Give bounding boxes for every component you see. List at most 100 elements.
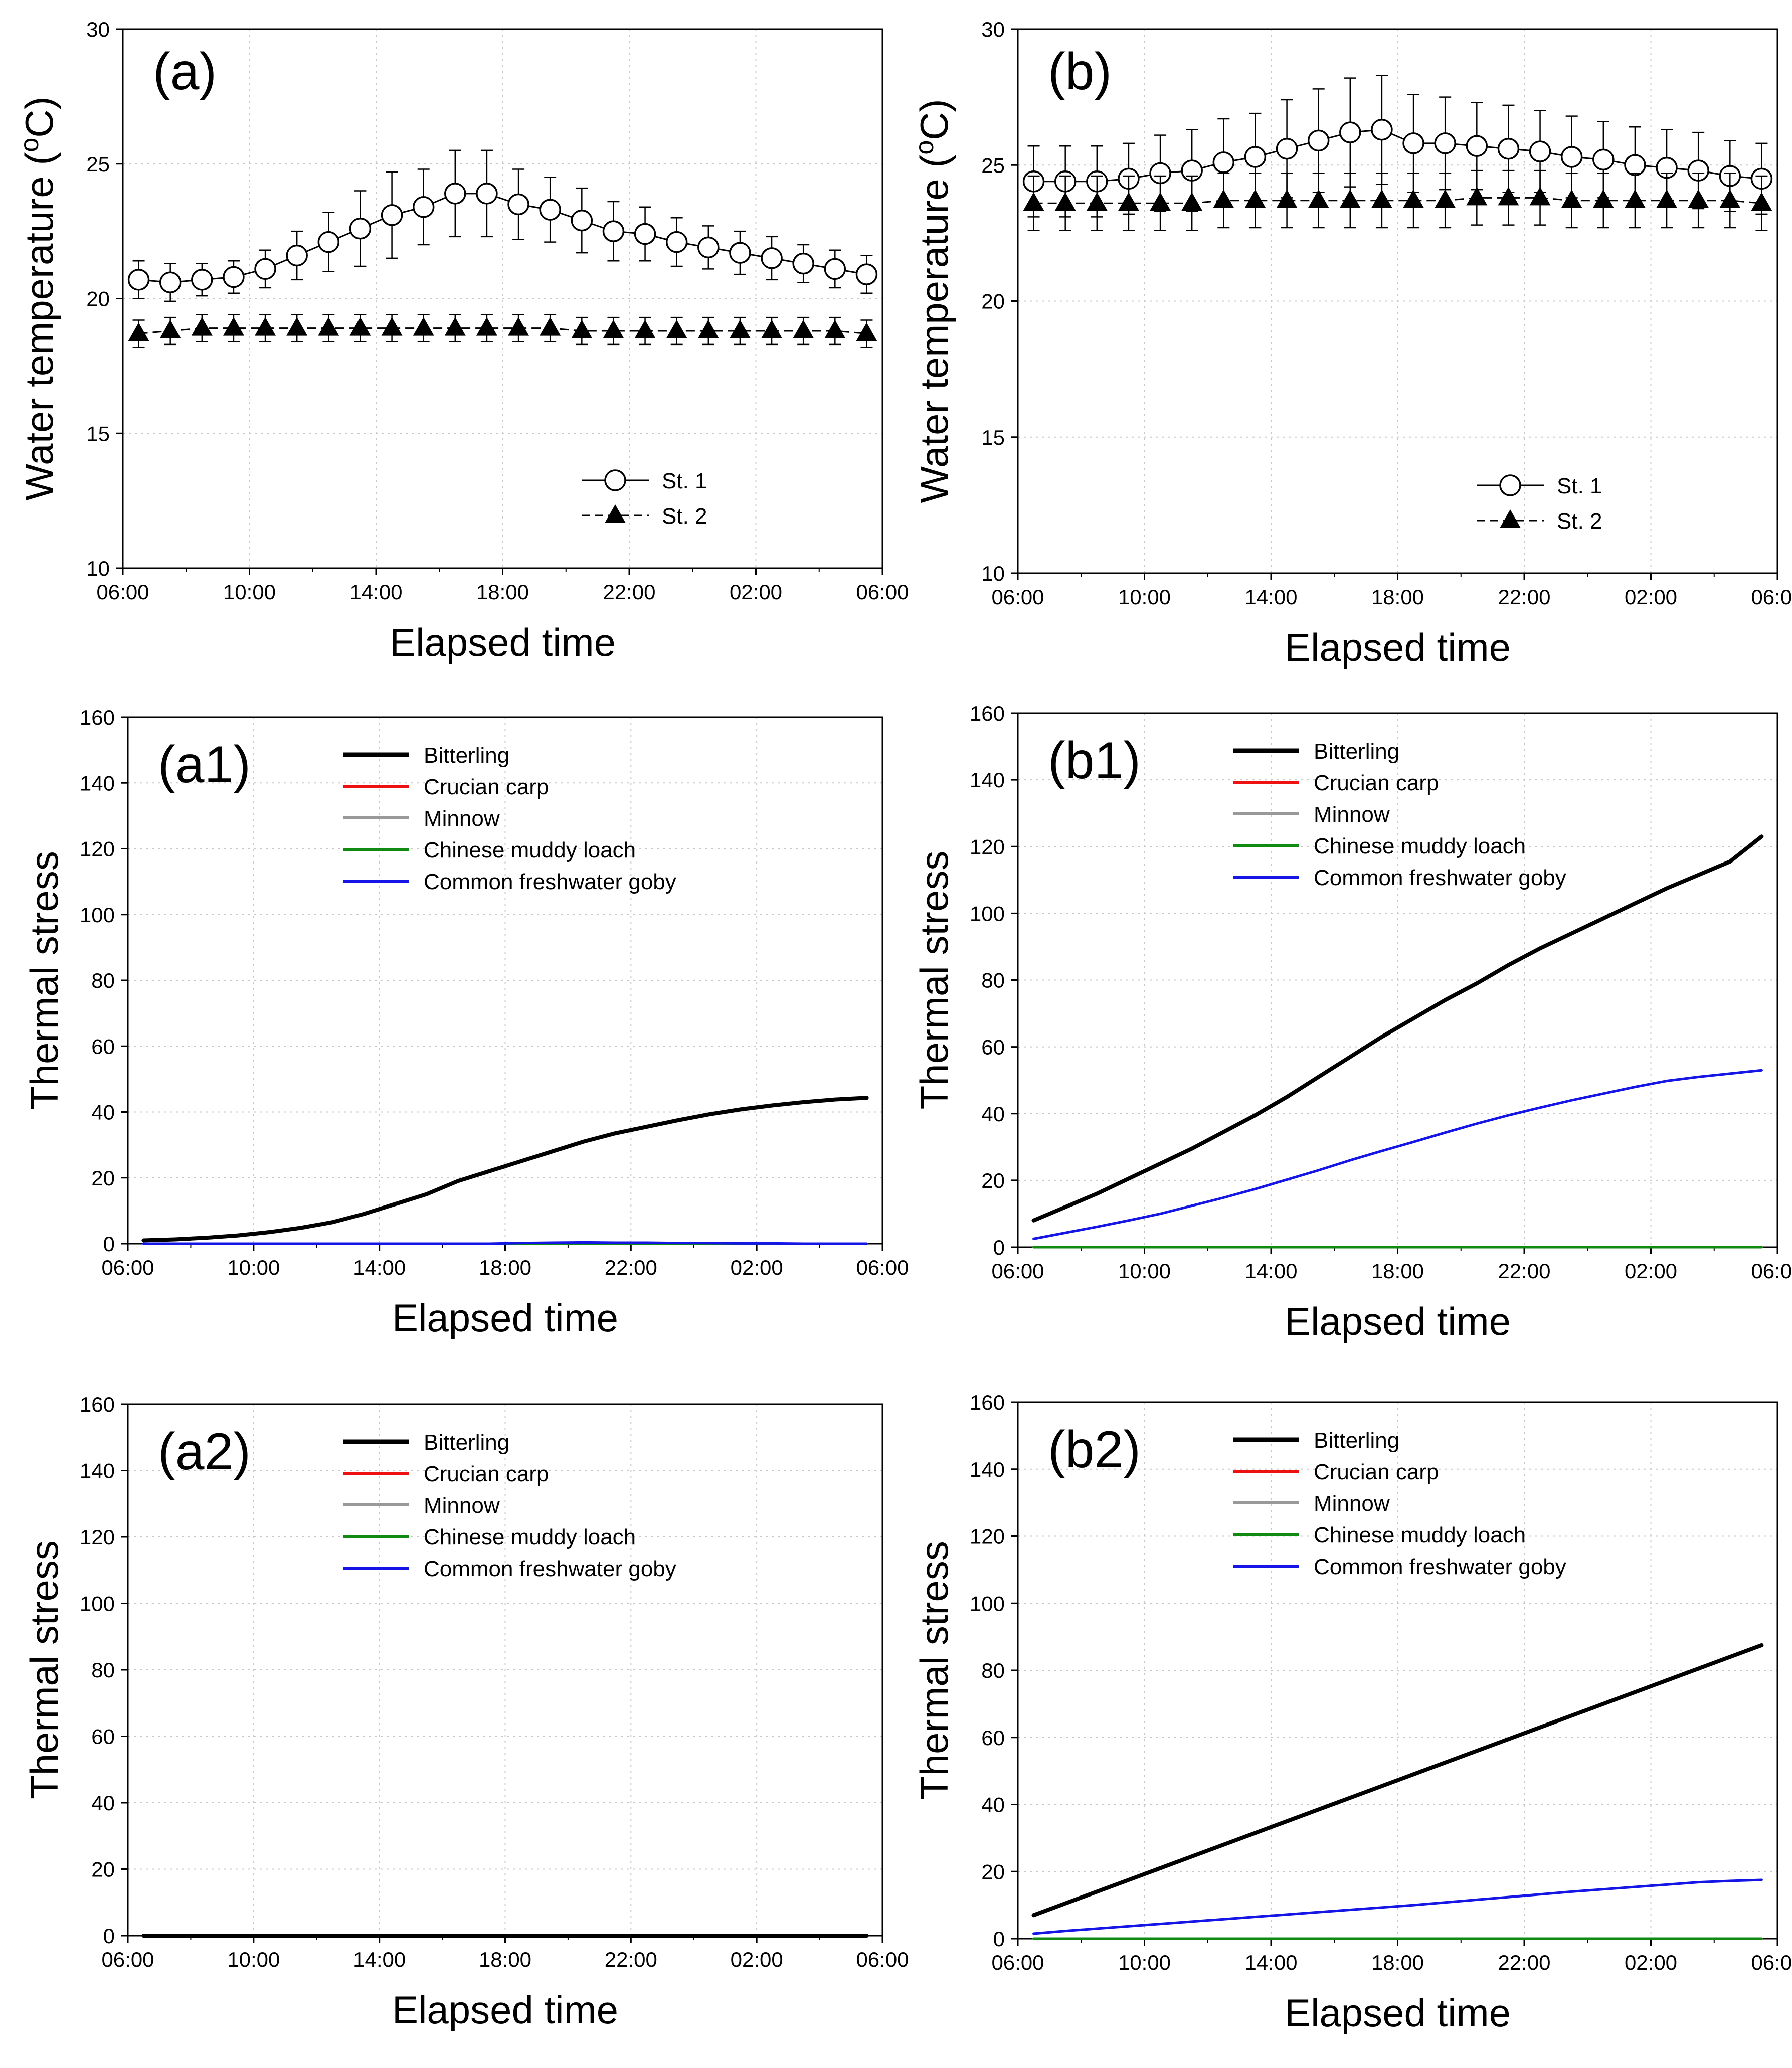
y-tick-label: 140 [970, 768, 1005, 792]
data-point-st2 [191, 317, 213, 336]
y-tick-label: 40 [91, 1791, 115, 1815]
y-tick-label: 25 [86, 152, 110, 176]
data-point-st1 [729, 242, 751, 264]
y-tick-label: 80 [981, 1659, 1005, 1682]
x-tick-label: 06:00 [96, 580, 149, 604]
x-tick-label: 18:00 [1371, 1259, 1424, 1283]
data-point-st1 [761, 247, 783, 269]
panel-label: (b) [1048, 43, 1112, 101]
legend: Bitterling Crucian carp Minnow Chinese mudd… [1233, 739, 1566, 890]
x-tick-label: 06:00 [991, 585, 1044, 609]
x-axis-label: Elapsed time [392, 1296, 618, 1340]
x-axis-label: Elapsed time [1285, 1991, 1511, 2035]
data-point-st2 [729, 320, 751, 338]
data-point-st1 [571, 209, 593, 232]
data-point-st1 [1529, 140, 1551, 162]
data-point-st2 [603, 320, 624, 338]
data-point-st2 [1403, 189, 1424, 208]
data-point-st2 [856, 322, 877, 341]
y-tick-label: 60 [91, 1035, 115, 1058]
series-line-common-freshwater-goby [1032, 1878, 1763, 1935]
panel-label: (a2) [158, 1423, 251, 1481]
x-tick-label: 18:00 [1371, 1951, 1424, 1974]
data-point-st2 [666, 320, 687, 338]
y-axis-label: Water temperature (oC) [15, 96, 61, 500]
y-tick-label: 80 [91, 969, 115, 992]
x-tick-label: 10:00 [1118, 585, 1171, 609]
x-tick-label: 06:00 [856, 1256, 909, 1279]
panel-label: (b1) [1048, 732, 1141, 790]
legend-marker-st1 [1499, 474, 1521, 496]
data-point-st2 [1054, 192, 1076, 211]
y-tick-label: 25 [981, 153, 1005, 177]
x-tick-label: 06:00 [1751, 1951, 1792, 1974]
y-tick-label: 60 [91, 1725, 115, 1749]
legend-label-common-freshwater-goby: Common freshwater goby [424, 1557, 676, 1581]
data-point-st2 [1751, 192, 1772, 211]
data-point-st2 [381, 317, 403, 336]
y-axis-label: Thermal stress [912, 1541, 956, 1800]
y-tick-label: 140 [80, 1459, 115, 1483]
y-tick-label: 40 [91, 1101, 115, 1124]
x-tick-label: 10:00 [1118, 1259, 1171, 1283]
data-point-st1 [634, 223, 656, 245]
data-point-st2 [1244, 189, 1266, 208]
panel-label: (a) [153, 43, 217, 101]
data-point-st2 [793, 320, 814, 338]
x-tick-label: 14:00 [1244, 1951, 1297, 1974]
y-tick-label: 100 [970, 902, 1005, 925]
data-point-st2 [159, 320, 181, 338]
x-tick-label: 14:00 [349, 580, 402, 604]
data-point-st2 [1466, 187, 1488, 206]
data-point-st1 [191, 269, 213, 291]
data-point-st2 [1371, 189, 1392, 208]
data-point-st1 [1560, 146, 1583, 168]
chart-b: 06:0010:0014:0018:0022:0002:0006:0010152… [910, 18, 1792, 669]
x-tick-label: 06:00 [101, 1256, 154, 1279]
x-axis-label: Elapsed time [392, 1988, 618, 2032]
x-tick-label: 06:00 [856, 1948, 909, 1971]
x-tick-label: 02:00 [1625, 1951, 1677, 1974]
y-tick-label: 100 [80, 1592, 115, 1616]
y-axis-label: Thermal stress [22, 1540, 66, 1799]
data-point-st1 [412, 196, 435, 218]
x-axis-label: Elapsed time [390, 620, 616, 664]
data-point-st2 [571, 320, 593, 338]
data-point-st2 [1213, 189, 1234, 208]
series-line-bitterling [141, 1096, 869, 1243]
x-tick-label: 14:00 [1244, 1259, 1297, 1283]
x-tick-label: 10:00 [227, 1948, 280, 1971]
data-point-st2 [476, 317, 497, 336]
data-point-st2 [1023, 192, 1044, 211]
panel-label: (b2) [1048, 1421, 1141, 1479]
legend: Bitterling Crucian carp Minnow Chinese mudd… [1233, 1428, 1566, 1579]
legend: St. 1 St. 2 [1477, 474, 1602, 534]
x-tick-label: 02:00 [730, 580, 782, 604]
y-tick-label: 160 [970, 1391, 1005, 1414]
data-point-st1 [1276, 137, 1298, 160]
data-point-st2 [1719, 189, 1741, 208]
legend-label-bitterling: Bitterling [424, 743, 509, 768]
y-tick-label: 140 [970, 1458, 1005, 1481]
y-axis-label: Water temperature (oC) [910, 99, 956, 503]
series-line-bitterling [1031, 1643, 1764, 1918]
data-point-st2 [223, 317, 244, 336]
data-point-st2 [1624, 189, 1646, 208]
legend-marker-st2 [1500, 509, 1521, 528]
data-point-st1 [792, 252, 814, 275]
legend-label-st1: St. 1 [662, 469, 707, 493]
series-line-1 [138, 193, 867, 283]
legend: St. 1 St. 2 [582, 469, 707, 529]
y-tick-label: 160 [80, 1393, 115, 1416]
x-tick-label: 10:00 [223, 580, 276, 604]
y-axis-label: Thermal stress [912, 851, 956, 1110]
data-point-st2 [1086, 192, 1108, 211]
legend-label-minnow: Minnow [424, 806, 500, 831]
data-point-st2 [1276, 189, 1298, 208]
legend-label-st2: St. 2 [1557, 509, 1602, 534]
data-point-st2 [1181, 192, 1203, 211]
legend-label-common-freshwater-goby: Common freshwater goby [1314, 1555, 1566, 1579]
data-point-st2 [1118, 192, 1139, 211]
data-point-st1 [476, 183, 498, 205]
legend-label-bitterling: Bitterling [424, 1430, 509, 1455]
